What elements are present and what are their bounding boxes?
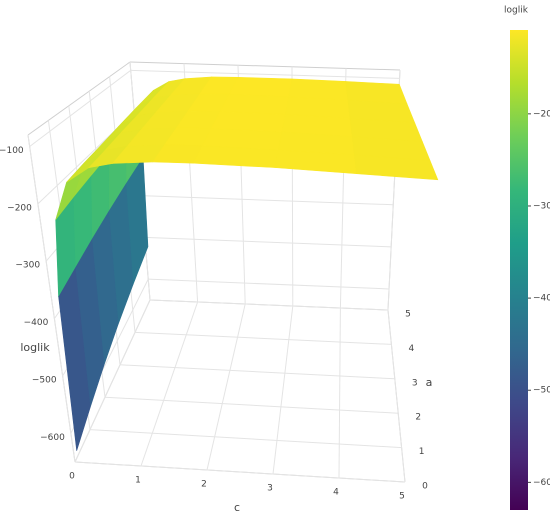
z-tick-label: −100 bbox=[0, 146, 24, 156]
z-tick-label: −500 bbox=[32, 375, 57, 385]
box-edge bbox=[129, 61, 401, 71]
grid-line bbox=[74, 461, 406, 483]
x-axis-title: c bbox=[234, 501, 240, 514]
grid-line bbox=[148, 278, 390, 290]
grid-line bbox=[27, 134, 76, 463]
colorbar-tick-label: −500 bbox=[533, 386, 550, 396]
z-tick-label: −600 bbox=[40, 433, 65, 443]
x-tick-label: 2 bbox=[201, 480, 207, 490]
z-tick-label: −400 bbox=[24, 318, 49, 328]
grid-line bbox=[206, 303, 246, 471]
grid-line bbox=[104, 396, 399, 414]
colorbar-tick-label: −400 bbox=[533, 294, 550, 304]
grid-line bbox=[140, 301, 199, 467]
grid-line bbox=[144, 236, 392, 248]
x-tick-label: 4 bbox=[333, 488, 339, 498]
colorbar-tick-label: −300 bbox=[533, 201, 550, 211]
z-axis-title: loglik bbox=[20, 341, 50, 354]
x-tick-label: 5 bbox=[399, 492, 405, 502]
surface-cell bbox=[288, 78, 349, 101]
grid-line bbox=[272, 305, 294, 475]
y-tick-label: 3 bbox=[412, 378, 418, 388]
y-tick-label: 0 bbox=[422, 482, 428, 492]
x-tick-label: 0 bbox=[69, 472, 75, 482]
grid-line bbox=[387, 309, 406, 483]
box-edge bbox=[27, 61, 131, 136]
grid-line bbox=[149, 299, 389, 311]
grid-line bbox=[119, 364, 395, 380]
surface-cell bbox=[228, 77, 293, 98]
surface-cell bbox=[193, 145, 279, 168]
x-tick-label: 1 bbox=[135, 476, 141, 486]
colorbar-tick-label: −600 bbox=[533, 478, 550, 488]
surface-cell bbox=[354, 154, 439, 181]
grid-line bbox=[141, 195, 394, 206]
colorbar-title: loglik bbox=[504, 6, 529, 16]
grid-line bbox=[74, 299, 151, 463]
surface-cell bbox=[219, 93, 290, 115]
y-tick-label: 1 bbox=[419, 447, 425, 457]
y-axis-title: a bbox=[426, 376, 433, 389]
x-tick-label: 3 bbox=[267, 484, 273, 494]
colorbar bbox=[510, 30, 528, 510]
y-tick-label: 5 bbox=[405, 310, 411, 320]
grid-line bbox=[29, 69, 132, 147]
z-tick-label: −200 bbox=[7, 203, 32, 213]
grid-line bbox=[338, 307, 341, 479]
y-tick-label: 4 bbox=[409, 344, 415, 354]
y-tick-label: 2 bbox=[415, 413, 421, 423]
labels-layer: 0 1 2 3 4 5 0 1 2 3 4 5 −100 −200 −300 −400 −500 −600 bbox=[0, 146, 428, 502]
grid-line bbox=[130, 69, 400, 79]
grid-line bbox=[134, 331, 392, 345]
grid-line bbox=[89, 429, 402, 449]
surface bbox=[55, 76, 439, 451]
z-tick-label: −300 bbox=[15, 261, 40, 271]
colorbar-tick-label: −200 bbox=[533, 109, 550, 119]
